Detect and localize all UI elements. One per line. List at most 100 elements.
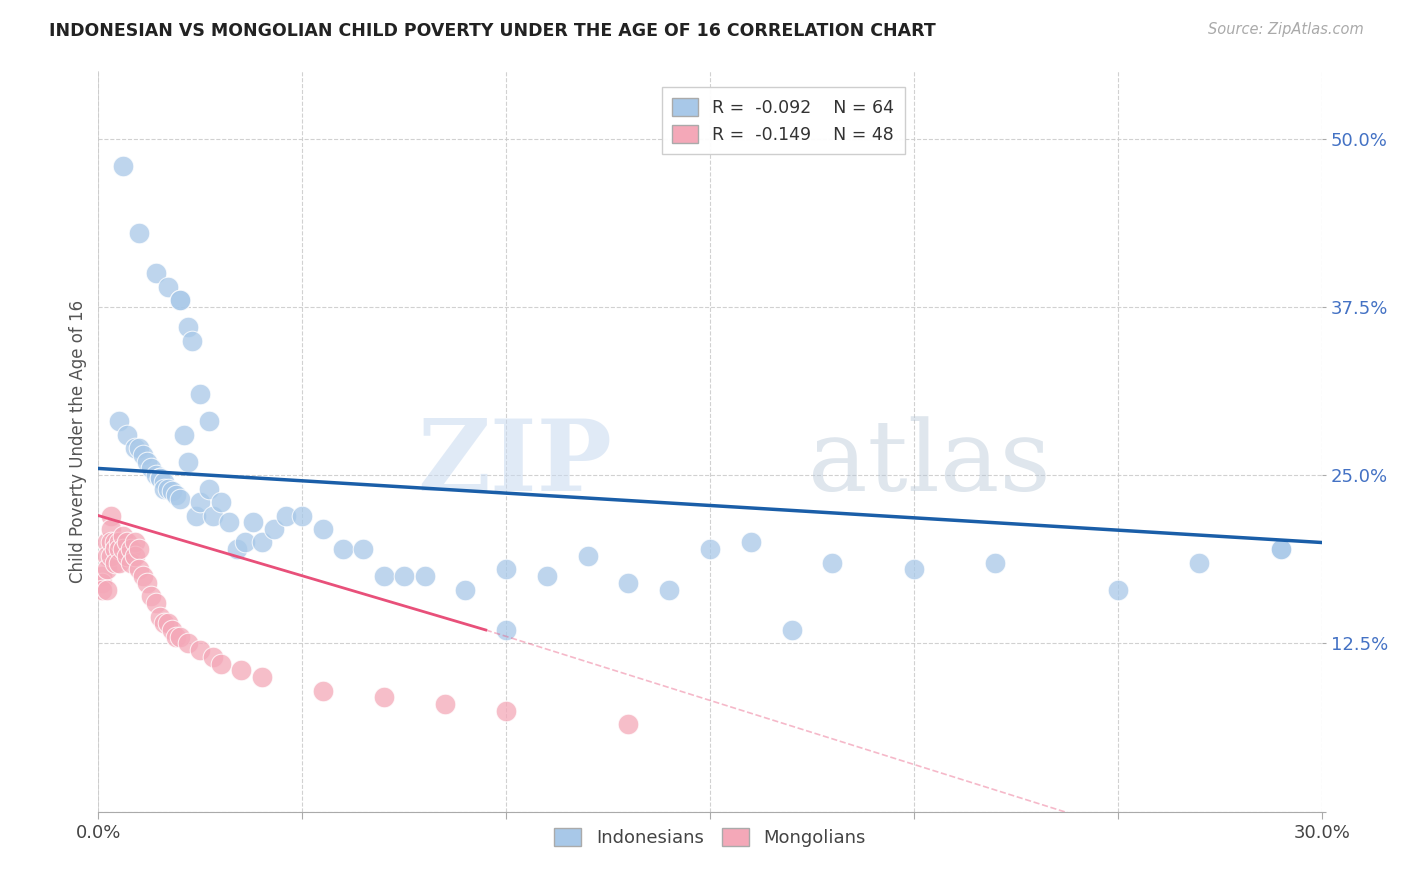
- Point: [132, 569, 155, 583]
- Point: [100, 508, 122, 523]
- Point: [495, 623, 517, 637]
- Point: [124, 549, 146, 563]
- Point: [218, 516, 240, 530]
- Point: [165, 630, 187, 644]
- Text: ZIP: ZIP: [418, 416, 612, 512]
- Point: [821, 556, 844, 570]
- Point: [209, 657, 232, 671]
- Point: [160, 623, 183, 637]
- Point: [169, 293, 191, 308]
- Point: [413, 569, 436, 583]
- Point: [332, 542, 354, 557]
- Point: [373, 690, 395, 705]
- Point: [197, 414, 219, 428]
- Point: [233, 535, 256, 549]
- Point: [617, 717, 640, 731]
- Point: [495, 562, 517, 576]
- Point: [96, 535, 118, 549]
- Point: [181, 334, 204, 348]
- Point: [128, 562, 150, 576]
- Point: [434, 697, 457, 711]
- Point: [152, 482, 174, 496]
- Point: [392, 569, 416, 583]
- Point: [658, 582, 681, 597]
- Point: [132, 448, 155, 462]
- Point: [115, 427, 138, 442]
- Point: [100, 535, 122, 549]
- Point: [984, 556, 1007, 570]
- Point: [177, 636, 200, 650]
- Point: [96, 549, 118, 563]
- Point: [197, 482, 219, 496]
- Point: [108, 556, 131, 570]
- Point: [104, 556, 127, 570]
- Text: Source: ZipAtlas.com: Source: ZipAtlas.com: [1208, 22, 1364, 37]
- Point: [120, 542, 142, 557]
- Point: [1188, 556, 1211, 570]
- Point: [104, 535, 127, 549]
- Point: [108, 542, 131, 557]
- Point: [903, 562, 925, 576]
- Point: [495, 704, 517, 718]
- Point: [156, 616, 179, 631]
- Point: [250, 535, 273, 549]
- Point: [165, 488, 187, 502]
- Point: [201, 649, 224, 664]
- Point: [124, 442, 146, 456]
- Point: [111, 529, 134, 543]
- Point: [120, 556, 142, 570]
- Point: [141, 461, 163, 475]
- Point: [136, 575, 159, 590]
- Point: [96, 562, 118, 576]
- Point: [128, 226, 150, 240]
- Point: [169, 293, 191, 308]
- Point: [188, 387, 212, 401]
- Y-axis label: Child Poverty Under the Age of 16: Child Poverty Under the Age of 16: [69, 300, 87, 583]
- Point: [780, 623, 803, 637]
- Point: [91, 575, 114, 590]
- Point: [312, 522, 335, 536]
- Point: [128, 542, 150, 557]
- Point: [242, 516, 264, 530]
- Point: [91, 582, 114, 597]
- Point: [352, 542, 374, 557]
- Point: [173, 427, 195, 442]
- Point: [263, 522, 285, 536]
- Point: [145, 596, 167, 610]
- Point: [169, 492, 191, 507]
- Point: [186, 508, 208, 523]
- Point: [108, 414, 131, 428]
- Point: [454, 582, 477, 597]
- Point: [188, 643, 212, 657]
- Point: [226, 542, 249, 557]
- Point: [201, 508, 224, 523]
- Point: [149, 609, 172, 624]
- Point: [177, 455, 200, 469]
- Point: [136, 455, 159, 469]
- Point: [91, 569, 114, 583]
- Text: atlas: atlas: [808, 416, 1050, 512]
- Point: [124, 535, 146, 549]
- Point: [169, 630, 191, 644]
- Point: [141, 590, 163, 604]
- Point: [152, 616, 174, 631]
- Point: [250, 670, 273, 684]
- Point: [291, 508, 314, 523]
- Point: [188, 495, 212, 509]
- Point: [177, 320, 200, 334]
- Point: [1270, 542, 1292, 557]
- Point: [115, 549, 138, 563]
- Point: [111, 159, 134, 173]
- Text: INDONESIAN VS MONGOLIAN CHILD POVERTY UNDER THE AGE OF 16 CORRELATION CHART: INDONESIAN VS MONGOLIAN CHILD POVERTY UN…: [49, 22, 936, 40]
- Point: [209, 495, 232, 509]
- Point: [149, 471, 172, 485]
- Point: [274, 508, 297, 523]
- Point: [145, 468, 167, 483]
- Point: [1107, 582, 1129, 597]
- Point: [156, 279, 179, 293]
- Point: [617, 575, 640, 590]
- Point: [128, 442, 150, 456]
- Point: [373, 569, 395, 583]
- Point: [312, 683, 335, 698]
- Point: [149, 471, 172, 485]
